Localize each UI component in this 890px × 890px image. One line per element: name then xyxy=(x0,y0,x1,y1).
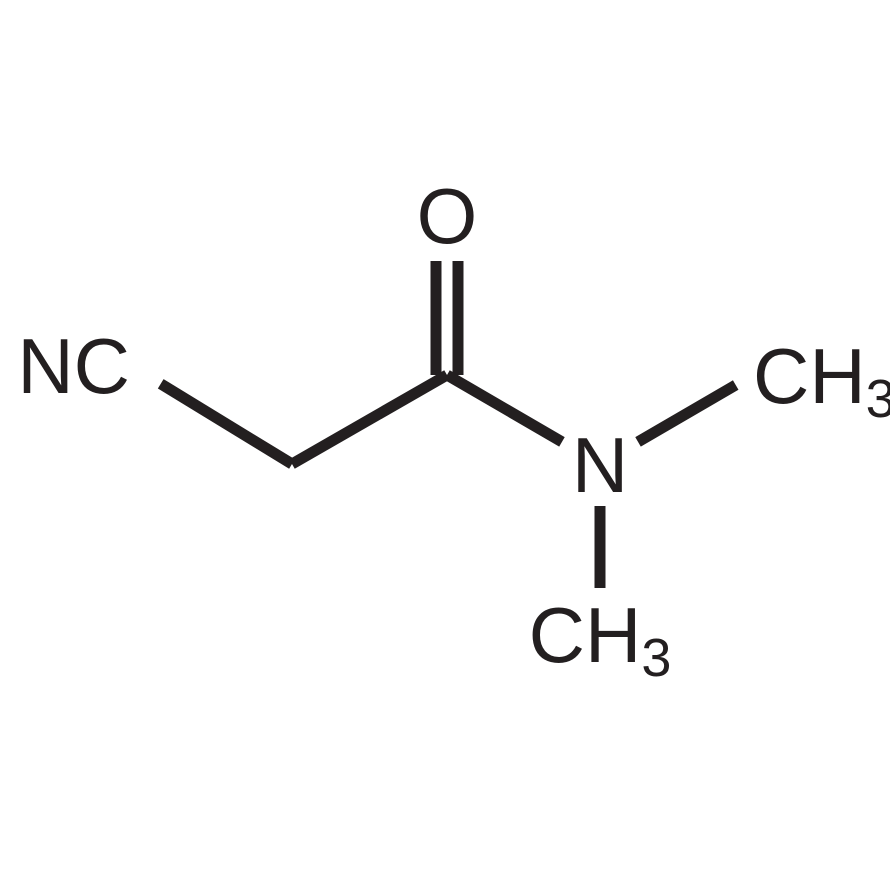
atom-label-C_me2: CH3 xyxy=(529,591,672,688)
atom-label-C_me1: CH3 xyxy=(753,332,890,429)
atom-label-O_carbonyl: O xyxy=(417,172,478,260)
atom-label-N_nitrile: NC xyxy=(17,322,130,410)
chemical-structure-diagram: NC O N CH3 CH3 xyxy=(0,0,890,890)
atom-label-N_amide: N xyxy=(572,421,628,509)
